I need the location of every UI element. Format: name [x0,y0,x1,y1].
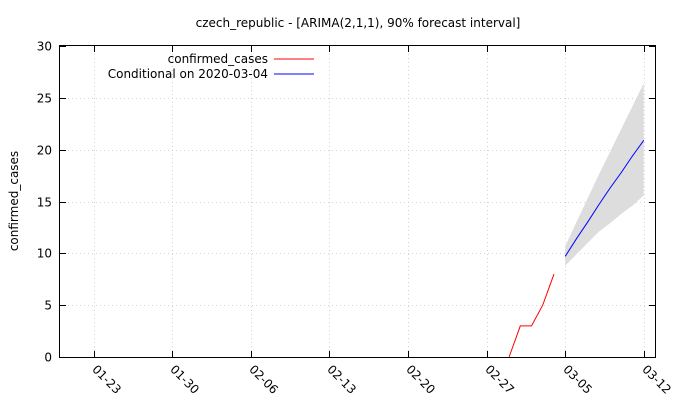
legend-label-conditional: Conditional on 2020-03-04 [108,67,268,81]
x-tick-label: 03-05 [560,362,595,397]
chart-title: czech_republic - [ARIMA(2,1,1), 90% fore… [196,16,521,30]
series-line-confirmed-cases [508,273,555,358]
x-tick-label: 01-30 [167,362,202,397]
forecast-interval-area [565,83,644,266]
plot-frame [59,45,656,358]
y-tick-label: 5 [44,299,52,313]
y-tick-label: 25 [37,92,52,106]
legend-label-confirmed-cases: confirmed_cases [168,52,268,66]
x-tick-label: 02-06 [246,362,281,397]
y-axis-label: confirmed_cases [7,151,21,251]
series-line-forecast [564,140,645,257]
legend: confirmed_cases Conditional on 2020-03-0… [108,52,314,81]
y-tick-label: 10 [37,247,52,261]
y-tick-label: 20 [37,144,52,158]
y-tick-label: 15 [37,196,52,210]
y-tick-label: 30 [37,40,52,54]
grid [60,46,655,357]
x-tick-label: 02-20 [403,362,438,397]
series-lines [508,140,645,358]
x-tick-label: 03-12 [639,362,674,397]
forecast-interval-band [565,83,644,266]
y-tick-label: 0 [44,351,52,365]
x-tick-label: 01-23 [89,362,124,397]
x-tick-label: 02-13 [324,362,359,397]
x-tick-label: 02-27 [482,362,517,397]
